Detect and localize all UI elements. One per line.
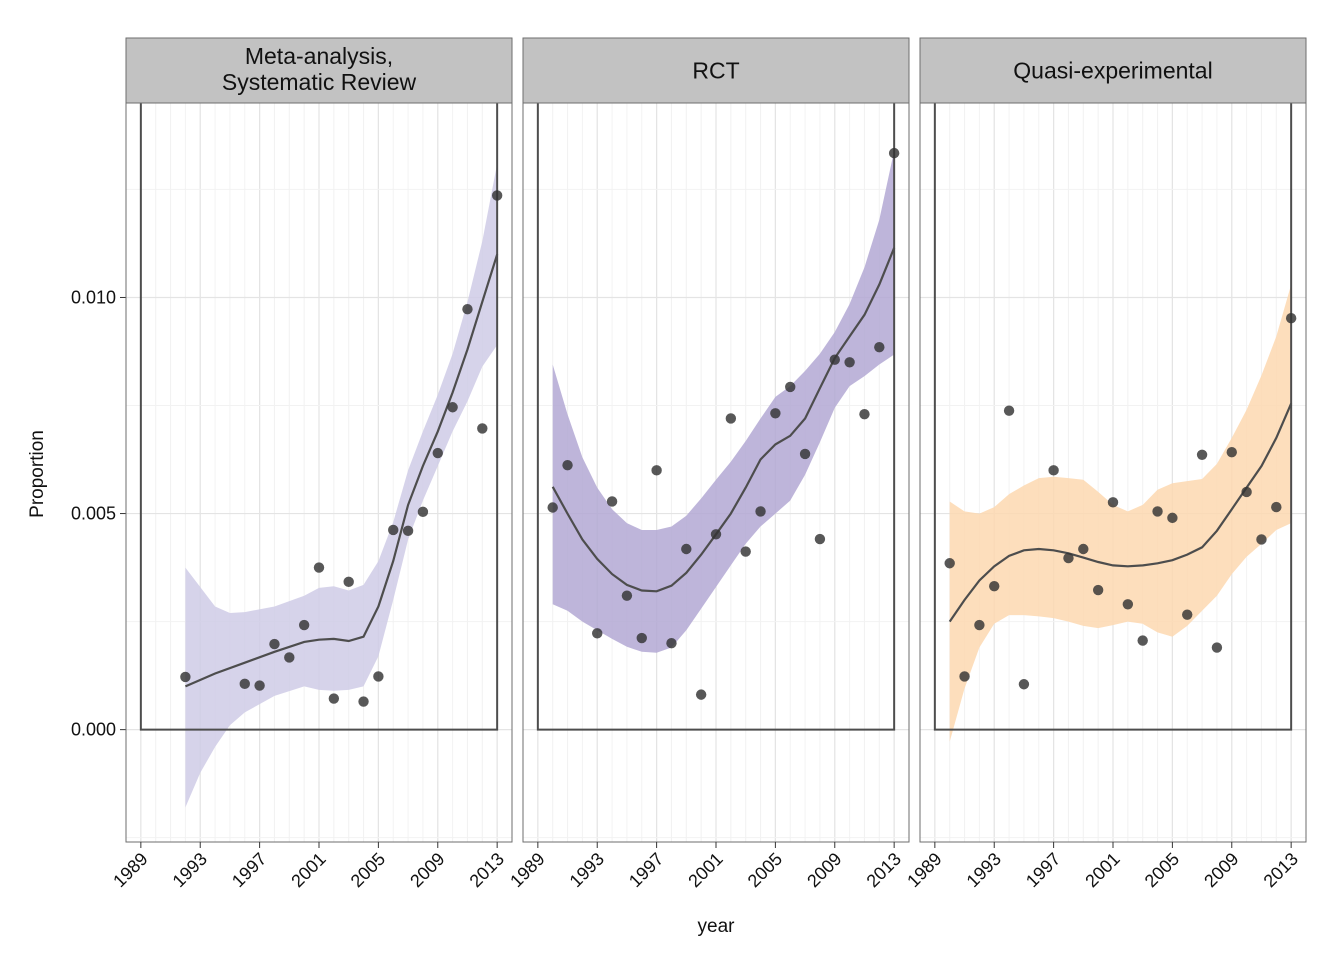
data-point [681,543,692,555]
data-point [1152,506,1163,517]
data-point [974,619,985,631]
panel-title-line: Systematic Review [222,69,417,95]
data-point [180,671,191,683]
data-point [1003,405,1015,416]
data-point [402,525,414,537]
y-tick-label: 0.005 [71,504,116,524]
confidence-band [185,163,498,808]
reference-box [139,103,499,731]
confidence-band [949,284,1292,742]
data-point [343,576,354,588]
data-point [755,506,766,517]
panels-layer: 0.0000.0050.010Meta-analysis,Systematic … [71,37,1307,891]
data-point [1226,446,1237,458]
data-point [239,678,250,690]
data-point [725,413,737,424]
data-point [770,408,781,419]
data-point [888,147,900,159]
y-tick-label: 0.010 [71,287,116,307]
panel-title: RCT [692,58,739,84]
data-point [651,465,662,476]
panel-strip [522,37,910,104]
data-point [562,459,573,471]
smooth-line [184,253,499,688]
data-point [874,341,885,353]
data-point [740,546,751,557]
data-point [1078,543,1089,555]
data-point [1063,552,1074,564]
data-point [1167,512,1178,524]
data-point [1092,584,1104,596]
data-point [844,357,855,368]
data-point [859,408,870,420]
data-point [1107,497,1119,508]
data-point [269,638,280,650]
confidence-band [552,150,895,653]
data-point [636,632,647,644]
data-point [1211,642,1223,653]
y-tick-label: 0.000 [71,720,116,740]
data-point [432,447,443,459]
data-point [373,671,384,682]
data-point [989,580,1000,592]
reference-box [536,103,896,731]
data-point [447,402,458,413]
x-axis-title: year [698,916,736,937]
data-point [388,524,399,536]
data-point [592,628,603,639]
panel-title: Quasi-experimental [1013,58,1212,84]
data-point [1048,465,1059,476]
data-point [959,671,970,682]
data-point [298,619,310,631]
data-point [358,696,369,707]
data-point [1122,599,1134,610]
data-point [621,590,633,601]
data-point [1137,635,1148,646]
data-point [284,652,295,663]
data-point [1241,486,1252,498]
data-point [417,506,429,518]
data-point [477,423,488,434]
data-point [547,502,558,513]
y-axis-title: Proportion [27,430,48,518]
data-point [1285,313,1297,324]
data-point [1271,501,1282,513]
data-point [254,680,265,691]
data-point [313,562,325,573]
data-point [785,381,796,393]
data-point [829,354,840,365]
data-point [1256,534,1267,545]
data-point [710,529,722,540]
data-point [1196,449,1208,460]
data-point [695,689,707,700]
data-point [1182,609,1193,620]
data-point [462,303,473,315]
data-point [799,448,811,460]
data-point [491,190,503,201]
reference-box [933,103,1293,731]
data-point [944,558,955,569]
data-point [606,496,618,507]
data-point [814,533,826,545]
data-point [666,638,677,649]
panel-strip [919,37,1307,104]
panel-title-line: Meta-analysis, [245,43,393,69]
smooth-line [551,247,896,593]
smooth-line [948,402,1293,623]
data-point [1018,679,1030,690]
data-point [328,693,340,704]
